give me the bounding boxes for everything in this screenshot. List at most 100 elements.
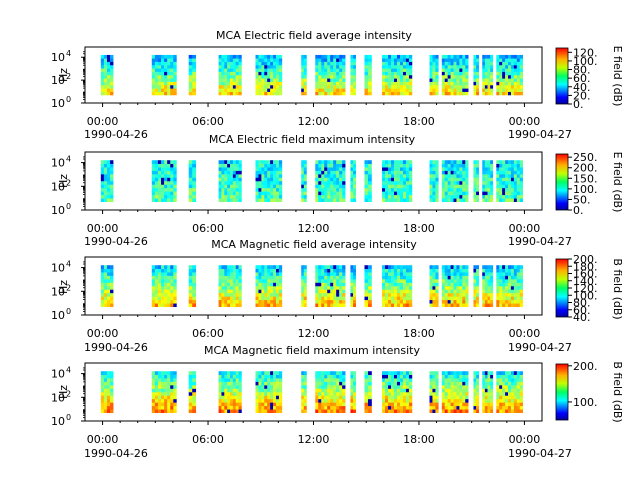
- spectrogram-cell: [444, 292, 448, 297]
- spectrogram-cell: [167, 68, 171, 72]
- spectrogram-cell: [364, 84, 369, 89]
- spectrogram-cell: [490, 61, 494, 66]
- spectrogram-cell: [473, 74, 477, 79]
- spectrogram-cell: [235, 184, 239, 189]
- spectrogram-cell: [484, 61, 488, 66]
- spectrogram-cell: [388, 174, 392, 178]
- spectrogram-cell: [408, 84, 413, 89]
- spectrogram-cell: [170, 405, 174, 410]
- spectrogram-cell: [408, 184, 413, 189]
- spectrogram-cell: [385, 303, 389, 308]
- spectrogram-cell: [318, 409, 322, 414]
- spectrogram-cell: [151, 395, 156, 400]
- spectrogram-cell: [235, 64, 239, 69]
- spectrogram-cell: [502, 296, 506, 301]
- spectrogram-cell: [394, 299, 398, 304]
- spectrogram-cell: [441, 292, 446, 297]
- spectrogram-cell: [453, 292, 457, 297]
- spectrogram-cell: [487, 265, 491, 269]
- spectrogram-cell: [218, 272, 222, 276]
- spectrogram-cell: [456, 268, 460, 273]
- spectrogram-cell: [459, 78, 463, 82]
- spectrogram-cell: [505, 91, 509, 96]
- spectrogram-cell: [444, 371, 448, 375]
- spectrogram-cell: [336, 160, 340, 164]
- spectrogram-cell: [441, 163, 446, 168]
- spectrogram-cell: [405, 180, 410, 185]
- spectrogram-cell: [100, 187, 105, 192]
- spectrogram-cell: [394, 371, 398, 375]
- spectrogram-cell: [487, 160, 491, 164]
- spectrogram-cell: [330, 174, 334, 178]
- spectrogram-cell: [321, 91, 325, 96]
- spectrogram-cell: [353, 282, 356, 287]
- spectrogram-cell: [173, 163, 177, 168]
- spectrogram-cell: [367, 405, 372, 410]
- spectrogram-cell: [333, 402, 337, 407]
- spectrogram-cell: [508, 405, 512, 410]
- spectrogram-cell: [261, 398, 265, 403]
- spectrogram-cell: [510, 163, 515, 168]
- spectrogram-cell: [192, 58, 197, 62]
- spectrogram-cell: [402, 279, 407, 283]
- spectrogram-cell: [301, 405, 305, 410]
- spectrogram-cell: [484, 81, 488, 86]
- spectrogram-cell: [110, 81, 114, 86]
- spectrogram-cell: [447, 292, 451, 297]
- spectrogram-cell: [273, 174, 277, 178]
- spectrogram-cell: [218, 64, 222, 69]
- spectrogram-cell: [391, 405, 395, 410]
- spectrogram-cell: [188, 265, 193, 269]
- spectrogram-cell: [450, 180, 454, 185]
- spectrogram-cell: [238, 292, 242, 297]
- spectrogram-cell: [496, 88, 500, 92]
- spectrogram-cell: [264, 299, 268, 304]
- spectrogram-cell: [303, 282, 307, 287]
- spectrogram-cell: [391, 54, 395, 59]
- spectrogram-cell: [170, 174, 174, 178]
- x-tick-label: 06:00: [192, 222, 224, 235]
- spectrogram-cell: [350, 398, 354, 403]
- spectrogram-cell: [435, 402, 439, 407]
- spectrogram-cell: [273, 296, 277, 301]
- spectrogram-cell: [456, 398, 460, 403]
- spectrogram-cell: [339, 74, 343, 79]
- spectrogram-cell: [508, 187, 512, 192]
- spectrogram-cell: [167, 402, 171, 407]
- spectrogram-cell: [502, 88, 506, 92]
- spectrogram-cell: [484, 381, 488, 386]
- spectrogram-cell: [432, 285, 436, 290]
- spectrogram-cell: [450, 91, 454, 96]
- spectrogram-cell: [473, 381, 477, 386]
- spectrogram-cell: [496, 385, 500, 389]
- spectrogram-cell: [459, 84, 463, 89]
- spectrogram-cell: [459, 282, 463, 287]
- spectrogram-cell: [232, 272, 237, 276]
- spectrogram-cell: [350, 54, 354, 59]
- spectrogram-cell: [405, 177, 410, 182]
- spectrogram-cell: [382, 391, 386, 396]
- spectrogram-cell: [270, 163, 274, 168]
- spectrogram-cell: [473, 371, 477, 375]
- spectrogram-cell: [435, 299, 439, 304]
- spectrogram-cell: [388, 163, 392, 168]
- spectrogram-cell: [238, 381, 242, 386]
- spectrogram-cell: [230, 402, 234, 407]
- spectrogram-cell: [161, 198, 165, 203]
- spectrogram-cell: [164, 184, 168, 189]
- spectrogram-cell: [502, 385, 506, 389]
- spectrogram-cell: [255, 194, 259, 199]
- spectrogram-cell: [513, 395, 518, 400]
- spectrogram-cell: [315, 405, 319, 410]
- spectrogram-cell: [321, 402, 325, 407]
- spectrogram-cell: [110, 385, 114, 389]
- spectrogram-cell: [330, 296, 334, 301]
- spectrogram-cell: [435, 279, 439, 283]
- spectrogram-cell: [273, 84, 277, 89]
- spectrogram-cell: [333, 78, 337, 82]
- spectrogram-cell: [224, 371, 228, 375]
- spectrogram-cell: [388, 405, 392, 410]
- spectrogram-cell: [235, 61, 239, 66]
- spectrogram-cell: [188, 388, 193, 393]
- spectrogram-cell: [224, 54, 228, 59]
